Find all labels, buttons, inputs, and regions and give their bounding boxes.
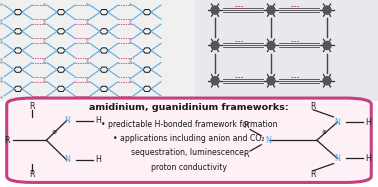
Text: R: R (29, 102, 34, 111)
FancyBboxPatch shape (7, 98, 371, 183)
FancyBboxPatch shape (0, 0, 195, 101)
Text: R: R (310, 102, 316, 111)
Text: N: N (64, 116, 70, 125)
Ellipse shape (211, 77, 219, 85)
Ellipse shape (323, 41, 331, 50)
Text: • predictable H-bonded framework formation: • predictable H-bonded framework formati… (101, 120, 277, 129)
Text: sequestration, luminescence,: sequestration, luminescence, (132, 148, 246, 157)
Text: R: R (310, 170, 316, 179)
Text: • applications including anion and CO₂: • applications including anion and CO₂ (113, 134, 265, 143)
Text: ⊕: ⊕ (322, 130, 327, 135)
Text: N: N (266, 136, 271, 145)
Ellipse shape (211, 41, 219, 50)
Text: proton conductivity: proton conductivity (151, 163, 227, 172)
Text: R: R (29, 170, 34, 179)
Text: H: H (95, 156, 101, 165)
Ellipse shape (211, 6, 219, 14)
Text: N: N (64, 156, 70, 165)
Ellipse shape (323, 77, 331, 85)
Ellipse shape (267, 77, 275, 85)
Text: H: H (95, 116, 101, 125)
Ellipse shape (267, 41, 275, 50)
FancyBboxPatch shape (195, 0, 378, 101)
Text: H: H (366, 154, 372, 163)
Text: N: N (334, 118, 340, 127)
Text: ⊕: ⊕ (51, 130, 56, 135)
Text: R: R (244, 121, 249, 130)
Text: R: R (5, 136, 10, 145)
Ellipse shape (323, 6, 331, 14)
Text: N: N (334, 154, 340, 163)
Text: amidinium, guanidinium frameworks:: amidinium, guanidinium frameworks: (89, 103, 289, 112)
Text: R: R (244, 150, 249, 159)
Ellipse shape (267, 6, 275, 14)
Text: H: H (366, 118, 372, 127)
